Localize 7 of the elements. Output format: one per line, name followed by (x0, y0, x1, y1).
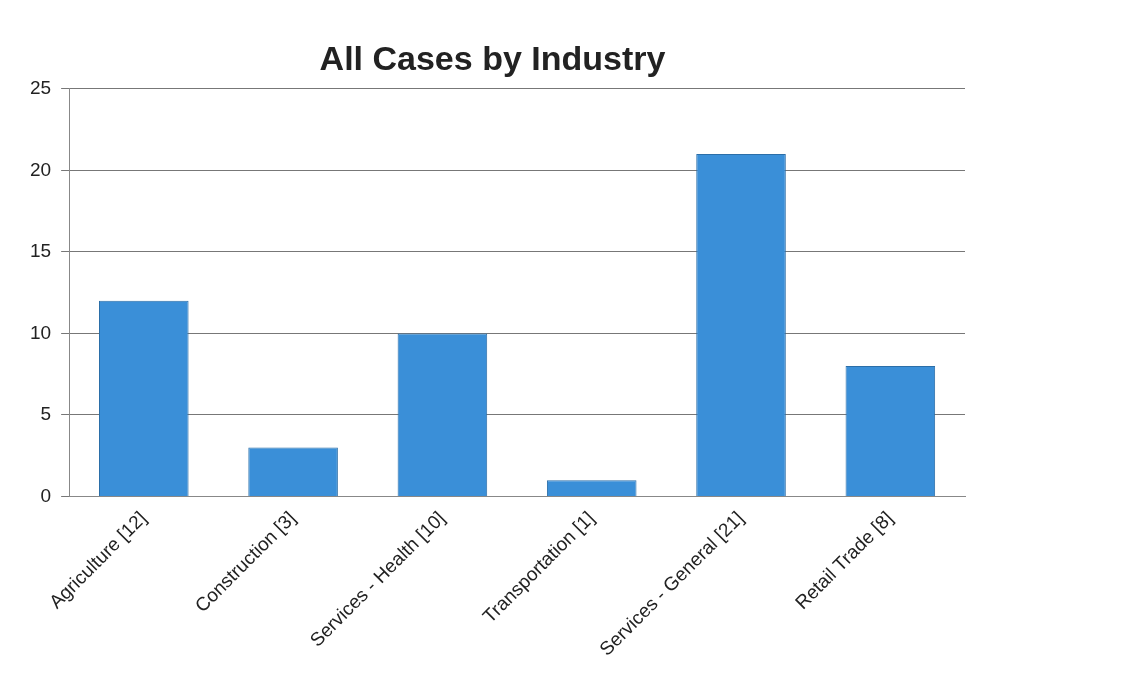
y-tick-label: 15 (29, 240, 52, 262)
chart-title: All Cases by Industry (319, 38, 666, 77)
y-tick-label: 25 (29, 77, 52, 99)
y-tick-label: 0 (40, 484, 52, 506)
y-tick-label: 20 (29, 158, 52, 180)
y-tick-label: 10 (29, 321, 52, 343)
y-tick-label: 5 (40, 403, 52, 425)
